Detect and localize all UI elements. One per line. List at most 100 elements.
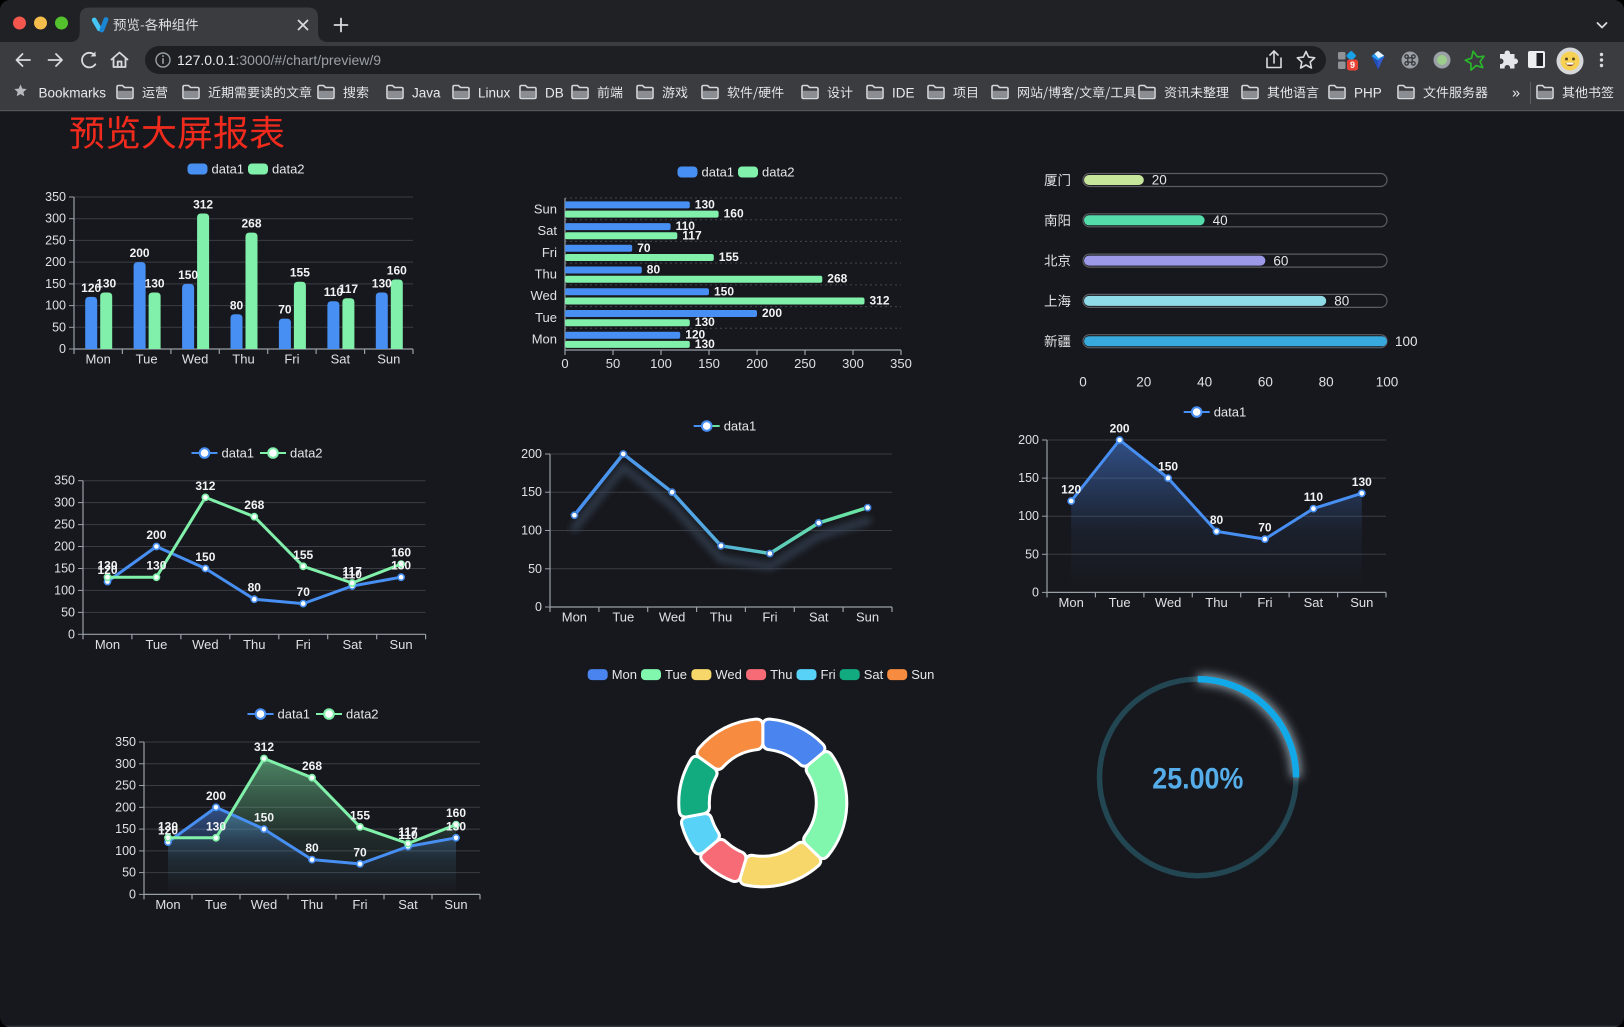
svg-text:Bookmarks: Bookmarks: [39, 86, 107, 101]
svg-text:160: 160: [446, 806, 466, 820]
svg-text:200: 200: [146, 528, 166, 542]
svg-text:100: 100: [54, 583, 75, 597]
svg-text:Fri: Fri: [762, 610, 777, 625]
svg-text:Tue: Tue: [145, 637, 167, 652]
svg-text:40: 40: [1213, 213, 1228, 228]
svg-text:120: 120: [97, 563, 117, 577]
svg-text:150: 150: [714, 284, 734, 298]
svg-text:100: 100: [1018, 509, 1039, 523]
svg-text:data1: data1: [724, 419, 757, 434]
svg-text:150: 150: [521, 485, 542, 499]
svg-text:Tue: Tue: [136, 352, 158, 367]
svg-text:PHP: PHP: [1354, 86, 1382, 101]
svg-text:20: 20: [1136, 375, 1151, 390]
svg-text:130: 130: [145, 277, 165, 291]
svg-text:Sun: Sun: [444, 897, 467, 912]
svg-text:60: 60: [1258, 375, 1273, 390]
svg-text:0: 0: [561, 356, 568, 371]
svg-text:200: 200: [1110, 422, 1130, 436]
svg-text:70: 70: [1258, 521, 1272, 535]
svg-text:130: 130: [391, 559, 411, 573]
svg-text:Mon: Mon: [612, 667, 637, 682]
svg-text:80: 80: [647, 263, 661, 277]
svg-text:50: 50: [528, 562, 542, 576]
svg-text:data2: data2: [290, 446, 323, 461]
svg-text:130: 130: [97, 559, 117, 573]
svg-text:312: 312: [193, 198, 213, 212]
svg-text:Java: Java: [412, 86, 441, 101]
svg-text:data1: data1: [1214, 405, 1247, 420]
svg-text:117: 117: [398, 825, 418, 839]
svg-text:100: 100: [1395, 334, 1418, 349]
svg-text:Wed: Wed: [182, 352, 209, 367]
svg-text:70: 70: [278, 303, 292, 317]
svg-text:Sat: Sat: [342, 637, 362, 652]
svg-text:155: 155: [350, 808, 370, 822]
svg-text:0: 0: [129, 887, 136, 901]
svg-text:Wed: Wed: [251, 897, 278, 912]
svg-text:Fri: Fri: [821, 667, 836, 682]
svg-text:data1: data1: [222, 446, 255, 461]
svg-text:Thu: Thu: [243, 637, 265, 652]
svg-text:Fri: Fri: [542, 245, 557, 260]
svg-text:Fri: Fri: [1257, 595, 1272, 610]
svg-text:120: 120: [1061, 483, 1081, 497]
svg-text:300: 300: [842, 356, 864, 371]
svg-text:100: 100: [1376, 375, 1399, 390]
svg-text:250: 250: [794, 356, 816, 371]
svg-text:0: 0: [68, 627, 75, 641]
svg-text:Tue: Tue: [612, 610, 634, 625]
svg-text:0: 0: [1079, 375, 1087, 390]
svg-text:127.0.0.1: 127.0.0.1: [177, 52, 236, 68]
svg-text:110: 110: [1304, 490, 1324, 504]
svg-text:312: 312: [254, 740, 274, 754]
svg-text:Thu: Thu: [770, 667, 792, 682]
svg-text:data1: data1: [212, 162, 245, 177]
svg-text:70: 70: [637, 241, 651, 255]
svg-text:150: 150: [45, 277, 66, 291]
svg-text:117: 117: [339, 282, 359, 296]
svg-text:130: 130: [695, 337, 715, 351]
svg-text:150: 150: [178, 268, 198, 282]
svg-text:155: 155: [290, 266, 310, 280]
svg-text:130: 130: [446, 819, 466, 833]
svg-text:70: 70: [353, 845, 367, 859]
svg-text:Wed: Wed: [659, 610, 686, 625]
svg-text:268: 268: [302, 759, 322, 773]
svg-text:Wed: Wed: [1155, 595, 1182, 610]
svg-text:350: 350: [890, 356, 912, 371]
svg-text:200: 200: [45, 255, 66, 269]
svg-text:Tue: Tue: [535, 310, 557, 325]
svg-text:268: 268: [827, 272, 847, 286]
svg-text:300: 300: [45, 212, 66, 226]
svg-text:130: 130: [158, 819, 178, 833]
svg-text:130: 130: [695, 197, 715, 211]
svg-text:data2: data2: [762, 165, 795, 180]
svg-text:Mon: Mon: [95, 637, 120, 652]
svg-text:200: 200: [115, 800, 136, 814]
svg-text:Sat: Sat: [398, 897, 418, 912]
svg-text:Thu: Thu: [301, 897, 323, 912]
svg-text:Sat: Sat: [1304, 595, 1324, 610]
svg-text:0: 0: [1032, 585, 1039, 599]
svg-text:120: 120: [81, 281, 101, 295]
svg-text:200: 200: [206, 789, 226, 803]
svg-text:350: 350: [54, 474, 75, 488]
svg-text:80: 80: [1334, 294, 1349, 309]
svg-text:»: »: [1512, 86, 1520, 102]
svg-text:Thu: Thu: [1205, 595, 1227, 610]
svg-text:312: 312: [195, 479, 215, 493]
svg-text:Sun: Sun: [1350, 595, 1373, 610]
svg-text:data1: data1: [702, 165, 735, 180]
svg-text:Wed: Wed: [531, 288, 558, 303]
svg-text:80: 80: [248, 581, 262, 595]
svg-text:Wed: Wed: [715, 667, 742, 682]
svg-text:0: 0: [59, 342, 66, 356]
svg-text:50: 50: [1025, 547, 1039, 561]
svg-text:Thu: Thu: [710, 610, 732, 625]
svg-text:150: 150: [698, 356, 720, 371]
svg-text:70: 70: [297, 585, 311, 599]
svg-text:60: 60: [1273, 253, 1288, 268]
svg-text:Mon: Mon: [155, 897, 180, 912]
svg-text:Thu: Thu: [232, 352, 254, 367]
